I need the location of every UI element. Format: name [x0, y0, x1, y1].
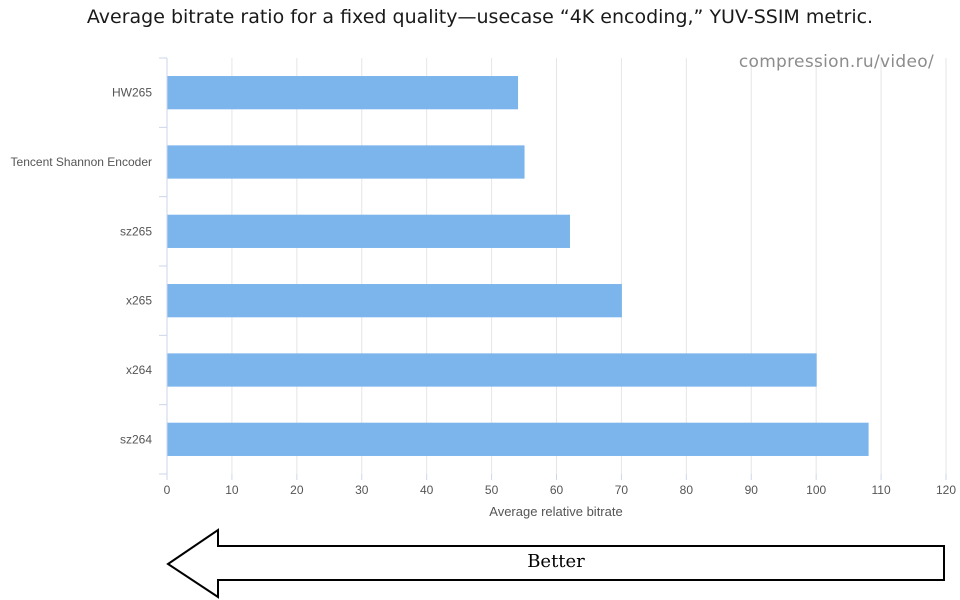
x-tick-label: 10: [225, 483, 239, 497]
x-tick-label: 0: [164, 483, 171, 497]
y-category-label: x265: [126, 294, 152, 308]
x-axis-title: Average relative bitrate: [489, 504, 622, 519]
x-tick-label: 30: [355, 483, 369, 497]
bar-sz264: [167, 422, 869, 456]
x-tick-label: 60: [550, 483, 564, 497]
bar-chart: 0 10 20 30 40 50 60 70 80 90 100 110 120 HW265 Tencent…: [11, 57, 956, 519]
x-tick-label: 80: [680, 483, 694, 497]
x-tick-label: 110: [872, 483, 891, 497]
y-category-label: sz264: [120, 432, 152, 446]
x-tick-label: 20: [290, 483, 304, 497]
bar-x264: [167, 353, 817, 387]
x-tick-label: 100: [806, 483, 826, 497]
chart-title: Average bitrate ratio for a fixed qualit…: [86, 6, 874, 28]
bar-x265: [167, 284, 622, 318]
grid-lines: [166, 58, 947, 474]
y-category-label: HW265: [112, 86, 152, 100]
x-tick-label: 70: [615, 483, 629, 497]
bar-sz265: [167, 214, 570, 248]
y-category-label: Tencent Shannon Encoder: [11, 155, 152, 169]
axes: 0 10 20 30 40 50 60 70 80 90 100 110 120 HW265 Tencent…: [11, 57, 956, 497]
bar-tencent-shannon-encoder: [167, 145, 525, 179]
x-tick-label: 50: [485, 483, 499, 497]
better-label: Better: [527, 551, 585, 572]
y-category-label: sz265: [120, 224, 152, 238]
x-tick-label: 120: [936, 483, 956, 497]
x-tick-label: 40: [420, 483, 434, 497]
bars: [167, 76, 869, 456]
bar-hw265: [167, 76, 519, 110]
watermark: compression.ru/video/: [738, 52, 934, 72]
y-category-label: x264: [126, 363, 152, 377]
x-tick-label: 90: [745, 483, 759, 497]
